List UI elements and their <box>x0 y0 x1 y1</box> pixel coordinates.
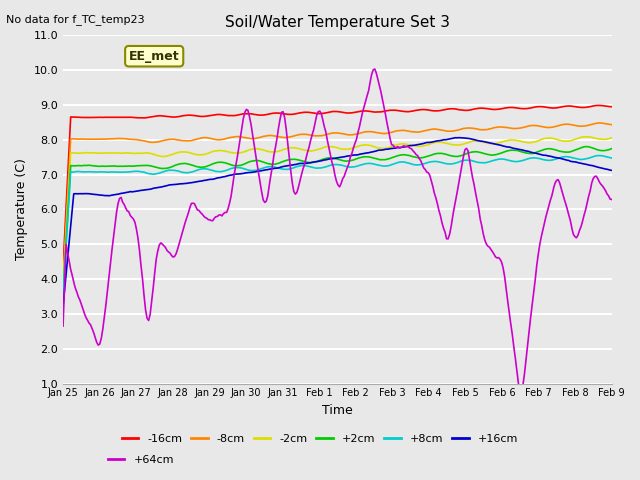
X-axis label: Time: Time <box>322 404 353 417</box>
Text: EE_met: EE_met <box>129 50 179 63</box>
Y-axis label: Temperature (C): Temperature (C) <box>15 158 28 260</box>
Title: Soil/Water Temperature Set 3: Soil/Water Temperature Set 3 <box>225 15 450 30</box>
Legend: +64cm: +64cm <box>103 451 179 469</box>
Legend: -16cm, -8cm, -2cm, +2cm, +8cm, +16cm: -16cm, -8cm, -2cm, +2cm, +8cm, +16cm <box>117 429 523 448</box>
Text: No data for f_TC_temp23: No data for f_TC_temp23 <box>6 14 145 25</box>
